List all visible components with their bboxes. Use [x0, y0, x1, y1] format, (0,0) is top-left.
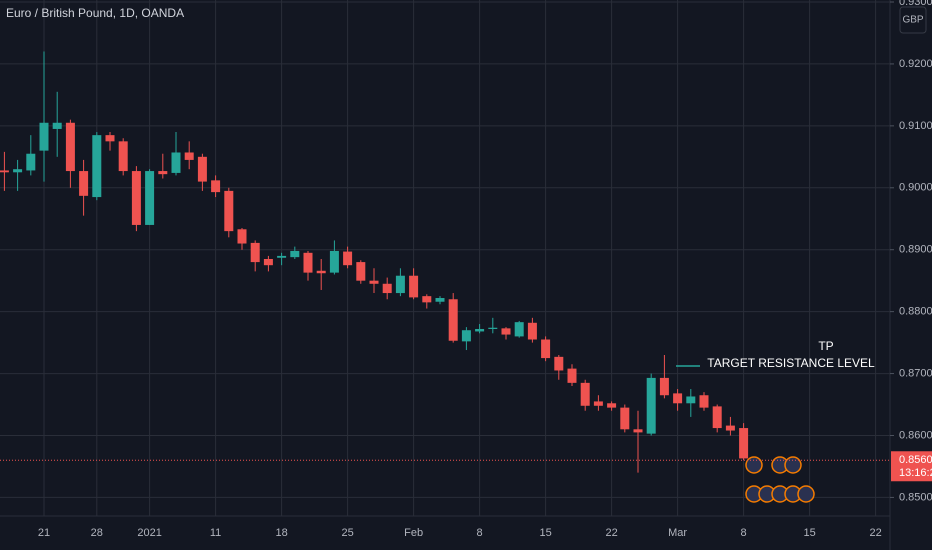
candle-body — [26, 153, 36, 171]
countdown: 13:16:22 — [899, 467, 932, 479]
candle-body — [237, 229, 247, 244]
candle-body — [712, 406, 722, 429]
candle-body — [395, 275, 405, 294]
candle-body — [435, 298, 445, 302]
candle-body — [409, 275, 419, 298]
candle-body — [620, 407, 630, 430]
candle-body — [422, 296, 432, 303]
candle-body — [659, 377, 669, 396]
candle-body — [211, 180, 221, 193]
x-tick-label: 8 — [741, 527, 747, 539]
candle-body — [369, 280, 379, 284]
candle-body — [739, 428, 749, 459]
annotation: TARGET RESISTANCE LEVEL — [707, 356, 875, 370]
x-tick-label: 2021 — [137, 527, 161, 539]
x-tick-label: 22 — [605, 527, 617, 539]
x-tick-label: Mar — [668, 527, 687, 539]
candle-body — [105, 135, 115, 142]
annotation: TP — [818, 339, 833, 353]
x-tick-label: 15 — [539, 527, 551, 539]
price-label-box — [891, 451, 932, 482]
candle-body — [13, 169, 23, 173]
candle-body — [277, 255, 287, 258]
candle-body — [329, 250, 339, 273]
candle-body — [197, 156, 207, 182]
candle-body — [290, 250, 300, 258]
x-tick-label: 18 — [275, 527, 287, 539]
candle-body — [527, 322, 537, 340]
x-tick-label: 21 — [38, 527, 50, 539]
candle-body — [356, 262, 366, 281]
candle-body — [646, 377, 656, 434]
candle-body — [382, 283, 392, 294]
candle-body — [52, 122, 62, 129]
candle-body — [343, 251, 353, 266]
candle-body — [725, 425, 735, 431]
candle-body — [145, 171, 155, 225]
candle-body — [39, 122, 49, 151]
candle-body — [501, 328, 511, 335]
candle-body — [303, 252, 313, 273]
x-tick-label: 22 — [869, 527, 881, 539]
candle-body — [475, 328, 485, 332]
candle-body — [263, 259, 273, 266]
x-tick-label: 15 — [803, 527, 815, 539]
candle-body — [0, 170, 9, 173]
candle-body — [514, 322, 524, 337]
candle-body — [554, 356, 564, 371]
candle-body — [224, 190, 234, 232]
candle-body — [580, 382, 590, 406]
candle-body — [488, 327, 498, 329]
candle-body — [673, 393, 683, 404]
chart-title: Euro / British Pound, 1D, OANDA — [6, 6, 184, 20]
candle-body — [541, 339, 551, 359]
candle-body — [92, 135, 102, 198]
x-tick-label: 28 — [91, 527, 103, 539]
candle-body — [65, 122, 75, 172]
candle-body — [158, 171, 168, 175]
candle-body — [686, 396, 696, 404]
candle-body — [633, 429, 643, 433]
candle-body — [567, 368, 577, 383]
candle-body — [131, 171, 141, 225]
currency-box — [899, 6, 927, 34]
candle-body — [79, 171, 89, 196]
candle-body — [699, 395, 709, 408]
price-label: 0.85600 — [899, 454, 932, 466]
candle-body — [607, 403, 617, 408]
candle-body — [250, 242, 260, 263]
candle-body — [316, 270, 326, 274]
candle-body — [448, 299, 458, 341]
event-icons — [745, 456, 815, 503]
candle-body — [118, 141, 128, 172]
x-tick-label: 8 — [477, 527, 483, 539]
candle-body — [461, 330, 471, 342]
x-tick-label: Feb — [404, 527, 423, 539]
candle-body — [171, 152, 181, 173]
candle-body — [184, 152, 194, 160]
x-tick-label: 11 — [210, 527, 221, 539]
y-tick-label: 0.93000 — [899, 0, 932, 8]
currency: GBP — [902, 15, 923, 26]
x-tick-label: 25 — [341, 527, 353, 539]
candle-body — [593, 401, 603, 406]
